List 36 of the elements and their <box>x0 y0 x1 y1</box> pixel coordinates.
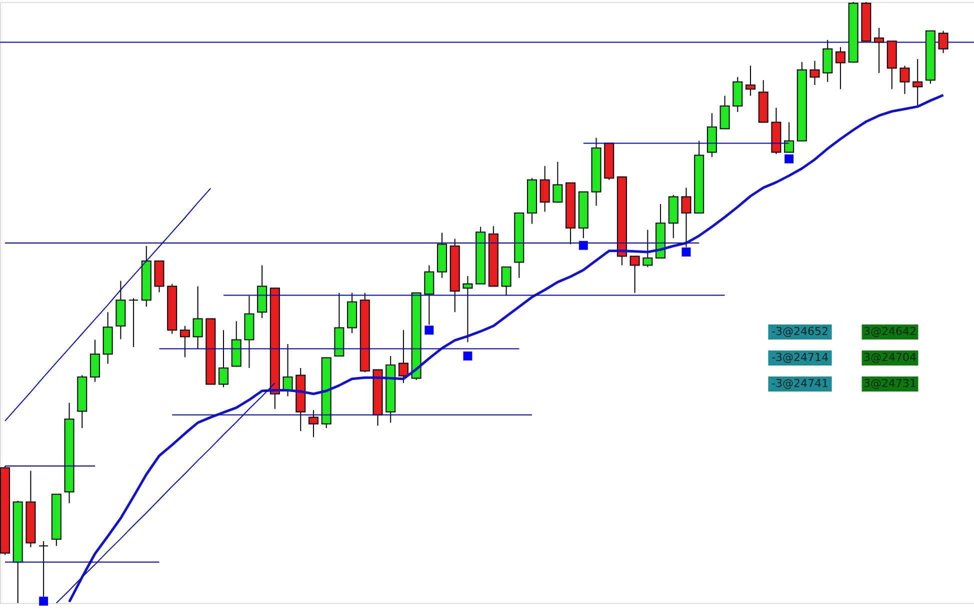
candlestick <box>720 95 730 130</box>
candlestick <box>745 65 756 96</box>
candlestick <box>192 286 203 350</box>
point <box>424 326 434 335</box>
annotation: 3@24642 <box>864 325 916 338</box>
candlestick <box>308 410 318 438</box>
annotation: 3@24731 <box>864 377 916 390</box>
candlestick <box>424 264 434 326</box>
annotation: -3@24741 <box>772 377 828 390</box>
candlestick <box>462 276 473 343</box>
candlestick <box>835 46 846 90</box>
point <box>682 248 691 256</box>
candlestick <box>912 58 923 108</box>
candlestick <box>540 166 550 212</box>
candlestick <box>784 122 794 153</box>
candlestick <box>938 30 948 54</box>
candlestick <box>681 187 692 248</box>
annotation: 3@24704 <box>864 351 916 364</box>
candlestick <box>810 60 820 86</box>
annotation: -3@24714 <box>772 351 828 364</box>
candlestick <box>642 229 653 268</box>
candlestick <box>90 339 100 382</box>
candlestick <box>398 330 408 384</box>
point <box>578 240 588 250</box>
point <box>463 352 472 360</box>
point <box>39 596 48 606</box>
candlestick <box>128 298 139 348</box>
annotation: -3@24652 <box>772 325 828 338</box>
candlestick <box>552 161 563 204</box>
candlestick <box>900 65 910 94</box>
candlestick <box>874 27 884 74</box>
candlestick <box>218 330 229 388</box>
candlestick <box>630 256 640 294</box>
candlestick <box>501 266 512 296</box>
candlestick <box>180 325 190 358</box>
point <box>784 154 794 164</box>
